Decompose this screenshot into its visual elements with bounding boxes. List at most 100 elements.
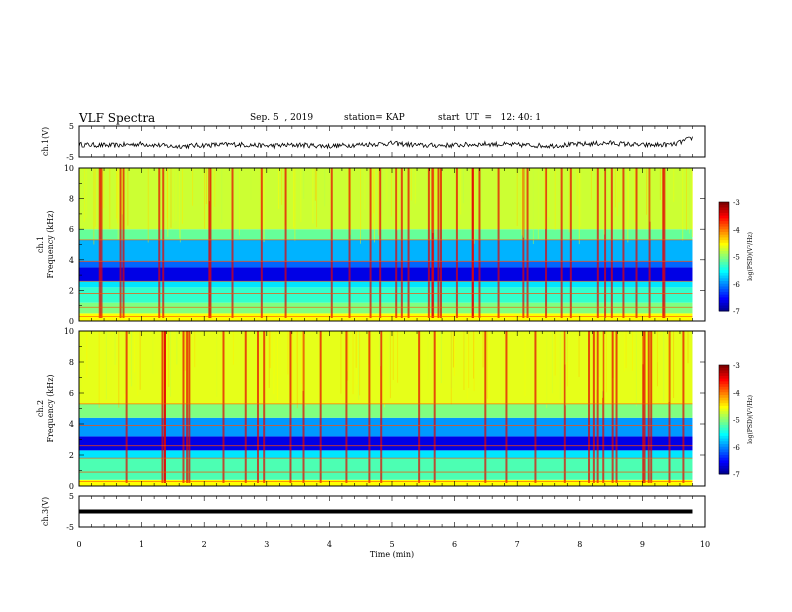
colorbar-segment xyxy=(719,454,729,459)
y-axis-label: ch.3(V) xyxy=(41,497,50,526)
spectrogram-streak xyxy=(166,168,168,219)
colorbar-segment xyxy=(719,221,729,225)
spectrogram-streak xyxy=(599,331,601,400)
colorbar-segment xyxy=(719,207,729,211)
spectrogram-streak xyxy=(276,331,278,401)
spectrogram-streak xyxy=(544,168,546,229)
spectrogram-streak xyxy=(269,331,271,369)
spectrogram-streak xyxy=(300,168,302,222)
spectrogram-streak xyxy=(222,331,225,483)
spectrogram-streak xyxy=(205,168,207,205)
colorbar-segment xyxy=(719,261,729,266)
spectrogram-streak xyxy=(86,331,88,378)
spectrogram-streak xyxy=(116,168,118,224)
spectrogram-streak xyxy=(634,168,636,223)
y-tick-label: 6 xyxy=(69,389,74,398)
x-tick-label: 7 xyxy=(515,540,520,549)
spectrogram-streak xyxy=(508,331,510,389)
spectrogram-streak xyxy=(224,331,226,370)
spectrogram-streak xyxy=(347,331,349,372)
colorbar-segment xyxy=(719,365,729,369)
colorbar-segment xyxy=(719,275,729,279)
colorbar-segment xyxy=(719,465,729,470)
spectrogram-streak xyxy=(386,168,388,202)
colorbar-segment xyxy=(719,435,729,440)
y-tick-label: 4 xyxy=(69,256,74,265)
colorbar-segment xyxy=(719,397,729,401)
spectrogram-streak xyxy=(293,168,295,228)
colorbar-tick-label: -3 xyxy=(733,199,740,207)
spectrogram-streak xyxy=(352,331,354,395)
spectrogram-streak xyxy=(291,331,293,406)
spectrogram-streak xyxy=(524,331,526,397)
colorbar-segment xyxy=(719,405,729,410)
y-tick-label: -5 xyxy=(66,523,74,532)
colorbar-segment xyxy=(719,433,729,437)
spectrogram-streak xyxy=(484,331,487,483)
spectrogram-streak xyxy=(635,168,638,318)
spectrogram-streak xyxy=(93,168,95,245)
spectrogram-streak xyxy=(364,168,366,210)
colorbar-segment xyxy=(719,204,729,208)
spectrogram-streak xyxy=(263,168,265,242)
x-tick-label: 2 xyxy=(202,540,207,549)
spectrogram-streak xyxy=(396,168,398,231)
spectrogram-streak xyxy=(391,331,393,385)
y-tick-label: 0 xyxy=(69,482,74,491)
colorbar-segment xyxy=(719,202,729,206)
spectrogram-streak xyxy=(118,331,120,408)
colorbar-segment xyxy=(719,240,729,244)
colorbar-segment xyxy=(719,297,729,301)
spectrogram-streak xyxy=(622,168,625,318)
spectrogram-streak xyxy=(611,331,614,483)
y-tick-label: -5 xyxy=(66,153,74,162)
spectrogram-streak xyxy=(673,168,675,202)
spectrogram-streak xyxy=(83,168,85,222)
y-tick-label: 8 xyxy=(69,358,74,367)
colorbar-segment xyxy=(719,403,729,407)
colorbar-segment xyxy=(719,468,729,472)
colorbar-segment xyxy=(719,278,729,282)
spectrogram-streak xyxy=(578,168,580,245)
colorbar-segment xyxy=(719,381,729,385)
spectrogram-streak xyxy=(606,168,608,200)
colorbar-segment xyxy=(719,373,729,377)
spectrogram-streak xyxy=(649,168,651,222)
spectrogram-streak xyxy=(385,168,387,224)
spectrogram-streak xyxy=(691,331,693,378)
colorbar-segment xyxy=(719,242,729,247)
colorbar-segment xyxy=(719,245,729,249)
colorbar-tick-label: -6 xyxy=(733,444,740,452)
y-axis-label: Frequency (kHz) xyxy=(46,210,55,278)
colorbar-segment xyxy=(719,300,729,304)
spectrogram-streak xyxy=(471,168,474,318)
spectrogram-streak xyxy=(563,331,566,483)
spectrogram-streak xyxy=(158,168,161,318)
spectrogram-streak xyxy=(614,168,616,208)
spectrogram-streak xyxy=(470,168,472,209)
spectrogram-streak xyxy=(389,331,391,399)
spectrogram-streak xyxy=(545,168,548,318)
spectrogram-streak xyxy=(566,331,568,363)
spectrogram-streak xyxy=(192,168,194,206)
spectrogram-streak xyxy=(302,331,305,483)
spectrogram-streak xyxy=(642,331,644,365)
spectrogram-streak xyxy=(172,168,174,224)
spectrogram-streak xyxy=(368,331,371,483)
colorbar-frame xyxy=(718,201,730,312)
spectrogram-streak xyxy=(296,331,298,364)
spectrogram-streak xyxy=(379,331,381,367)
spectrogram-streak xyxy=(131,331,133,387)
spectrogram-streak xyxy=(627,168,629,243)
colorbar-segment xyxy=(719,375,729,380)
spectrogram-streak xyxy=(281,168,283,205)
spectrogram-band xyxy=(79,450,693,459)
spectrogram-band xyxy=(79,239,693,262)
spectrogram-streak xyxy=(250,168,252,200)
spectrogram-streak xyxy=(559,331,561,400)
spectrogram-streak xyxy=(497,168,500,318)
spectrogram-streak xyxy=(296,331,298,409)
spectrogram-band xyxy=(79,313,693,321)
spectrogram-streak xyxy=(214,168,216,207)
spectrogram-streak xyxy=(663,168,666,318)
